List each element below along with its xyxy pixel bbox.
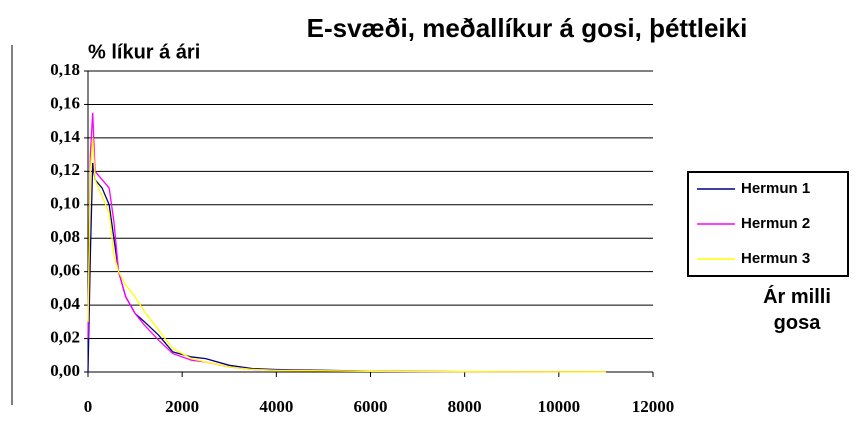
legend-label: Hermun 2	[741, 215, 810, 232]
y-tick-label: 0,14	[50, 127, 80, 146]
x-tick-label: 6000	[354, 397, 388, 416]
legend-label: Hermun 1	[741, 180, 810, 197]
y-tick-label: 0,18	[50, 60, 80, 79]
y-tick-label: 0,02	[50, 327, 80, 346]
y-tick-label: 0,06	[50, 261, 80, 280]
chart-title: E-svæði, meðallíkur á gosi, þéttleiki	[307, 13, 748, 43]
data-line	[87, 137, 606, 373]
y-tick-label: 0,12	[50, 160, 80, 179]
data-line	[87, 112, 606, 373]
x-tick-label: 0	[84, 397, 93, 416]
y-axis-label: % líkur á ári	[88, 41, 200, 63]
x-tick-label: 12000	[632, 397, 675, 416]
y-tick-label: 0,04	[50, 294, 80, 313]
x-tick-label: 4000	[259, 397, 293, 416]
data-line	[87, 162, 606, 373]
x-axis-label: Ár milli gosa	[763, 286, 831, 334]
y-tick-label: 0,16	[50, 93, 80, 112]
y-tick-label: 0,10	[50, 194, 80, 213]
x-tick-label: 8000	[448, 397, 482, 416]
y-tick-label: 0,08	[50, 227, 80, 246]
x-tick-label: 2000	[165, 397, 199, 416]
legend-label: Hermun 3	[741, 250, 810, 267]
y-tick-label: 0,00	[50, 361, 80, 380]
x-tick-label: 10000	[538, 397, 581, 416]
